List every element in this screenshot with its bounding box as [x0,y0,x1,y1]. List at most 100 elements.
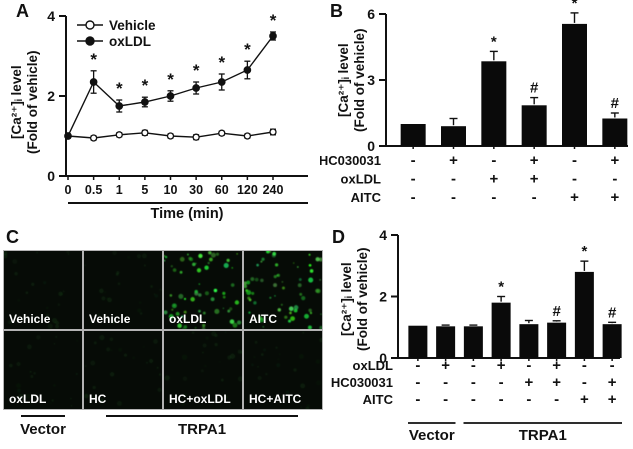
fluorescence-dots [164,331,242,406]
x-tick-label: 60 [215,183,229,197]
condition-sign: - [415,357,420,374]
x-tick-label: 0 [65,183,72,197]
bar [574,271,594,358]
significance-mark: * [498,279,504,296]
bar [547,322,567,358]
data-point-marker [166,132,175,140]
panel-d-letter: D [332,227,345,247]
panel-c: C Vehicle Vehicle oxLDL AITC oxLDL HC HC+oxLDL… [0,225,323,449]
micro-cell-aitc: AITC [244,251,322,329]
y-tick-label: 4 [379,227,387,243]
condition-sign: - [572,171,577,188]
condition-sign: - [443,374,448,391]
condition-sign: - [610,357,615,374]
image-background [84,331,162,409]
fluorescence-dots [244,251,322,329]
significance-mark: * [218,53,225,72]
bar [519,324,539,358]
condition-sign: + [530,171,539,188]
image-background [84,251,162,329]
condition-row-label: HC030031 [320,153,381,168]
condition-sign: - [471,357,476,374]
fluorescence-image [164,251,242,329]
y-tick-label: 0 [367,138,375,154]
condition-sign: - [612,171,617,188]
y-tick-label: 4 [47,8,55,24]
micro-cell-vehicle: Vehicle [84,251,162,329]
condition-sign: + [524,374,533,391]
y-tick-label: 2 [379,289,387,305]
condition-sign: - [499,391,504,408]
micro-cell-label: Vehicle [9,312,51,326]
condition-sign: - [451,189,456,206]
condition-sign: - [443,391,448,408]
group-label: TRPA1 [177,421,227,438]
data-point-marker [115,102,124,110]
panel-a-x-axis-label: Time (min) [150,206,224,222]
significance-mark: * [270,11,277,30]
x-tick-label: 30 [189,183,203,197]
condition-sign: - [471,391,476,408]
condition-sign: - [471,374,476,391]
fluorescence-image [244,331,322,409]
y-tick-label: 0 [47,168,55,184]
significance-mark: # [608,304,617,321]
data-point-marker [269,32,277,40]
condition-sign: + [580,391,589,408]
bar [408,325,428,358]
significance-mark: * [167,70,174,89]
micro-cell-label: Vehicle [89,312,131,326]
fluorescence-image [244,251,322,329]
micro-cell-label: HC+oxLDL [169,392,231,406]
condition-sign: - [491,189,496,206]
fluorescence-image [4,331,82,409]
x-tick-label: 10 [164,183,178,197]
bar [400,124,426,146]
bar [562,23,587,146]
group-underline [21,415,65,417]
bar [481,61,507,146]
significance-mark: * [581,243,587,260]
fluorescence-image [4,251,82,329]
image-background [4,331,82,409]
data-point-marker [192,84,200,92]
panel-b-letter: B [330,1,343,21]
significance-mark: * [90,50,97,69]
data-point-marker [89,78,98,86]
fluorescence-dots [250,331,322,409]
x-tick-label: 1 [116,183,123,197]
condition-sign: - [554,391,559,408]
y-tick-label: 3 [367,72,375,88]
micro-cell-label: AITC [249,312,277,326]
legend-marker-filled-circle [85,36,95,46]
micro-cell-label: oxLDL [9,392,47,406]
condition-sign: - [415,391,420,408]
bar [491,302,511,358]
image-background [4,251,82,329]
significance-mark: * [193,61,200,80]
condition-sign: + [530,152,539,169]
condition-sign: - [499,374,504,391]
panel-c-group-trpa1: TRPA1 [85,415,319,438]
condition-row-label: oxLDL [341,172,382,187]
fluorescence-dots [84,251,162,324]
panel-c-microscopy-grid: Vehicle Vehicle oxLDL AITC oxLDL HC HC+oxLDL HC… [3,250,323,410]
fluorescence-image [84,251,162,329]
significance-mark: * [116,79,123,98]
significance-mark: # [530,80,539,97]
data-point-marker [141,98,149,106]
bar [602,118,628,146]
condition-sign: - [582,357,587,374]
micro-cell-hc-aitc: HC+AITC [244,331,322,409]
panel-d-bar-chart: 024*#*#oxLDL - + - + - + - -HC030031- - - - + + - +AITC… [331,227,622,444]
fluorescence-dots [8,331,79,409]
data-point-marker [64,132,72,140]
image-background [164,251,242,329]
micro-cell-label: HC [89,392,107,406]
panel-a-letter: A [16,1,29,21]
fluorescence-dots [4,251,70,329]
data-point-marker [89,134,98,142]
micro-cell-label: oxLDL [169,312,207,326]
data-point-marker [243,132,252,140]
group-label: Vector [20,421,66,438]
